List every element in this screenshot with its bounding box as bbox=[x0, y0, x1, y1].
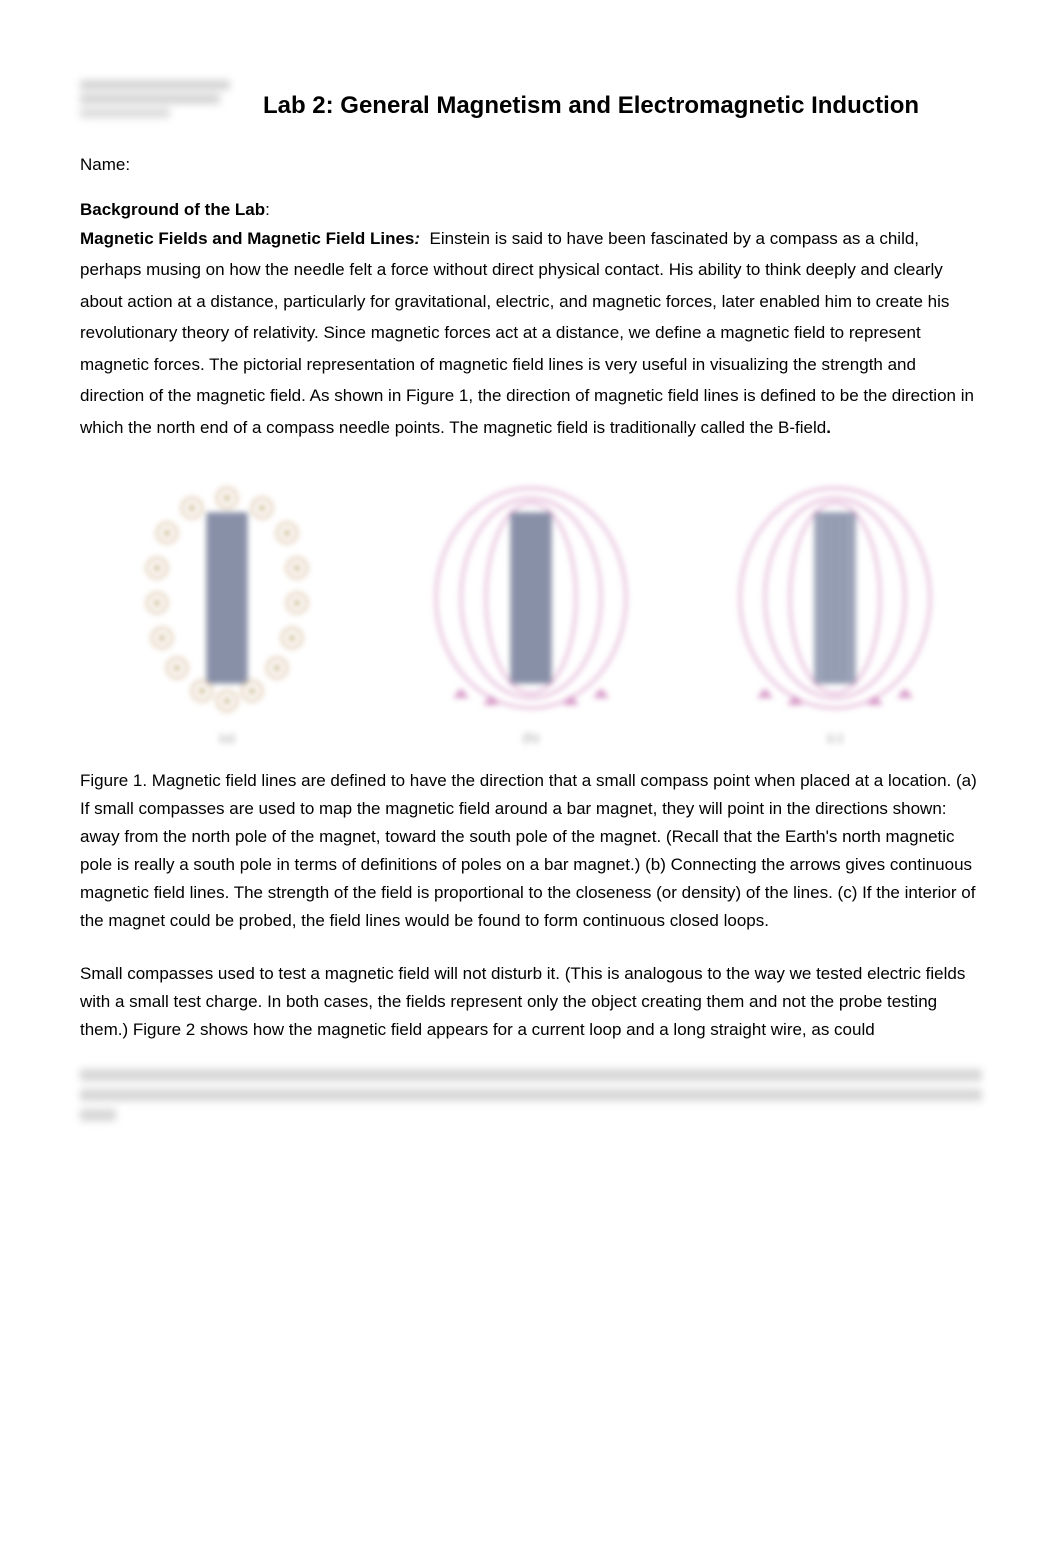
subheading-text: Magnetic Fields and Magnetic Field Lines bbox=[80, 229, 414, 248]
paragraph-2: Small compasses used to test a magnetic … bbox=[80, 960, 982, 1044]
figure-1c-svg bbox=[688, 473, 982, 723]
header-area: Lab 2: General Magnetism and Electromagn… bbox=[80, 80, 982, 120]
figure-1c-label: (c) bbox=[827, 731, 843, 747]
name-field-label: Name: bbox=[80, 155, 982, 175]
figure-1-caption: Figure 1. Magnetic field lines are defin… bbox=[80, 767, 982, 935]
paragraph-1-body: Einstein is said to have been fascinated… bbox=[80, 229, 974, 437]
blurred-continuation bbox=[80, 1069, 982, 1121]
background-heading-text: Background of the Lab bbox=[80, 200, 265, 219]
figure-1a: (a) bbox=[80, 473, 374, 747]
paragraph-1: Magnetic Fields and Magnetic Field Lines… bbox=[80, 223, 982, 443]
figure-1b-svg bbox=[384, 473, 678, 723]
background-heading: Background of the Lab: bbox=[80, 200, 982, 220]
figure-1a-label: (a) bbox=[219, 731, 235, 747]
figure-1a-svg bbox=[80, 473, 374, 723]
document-title: Lab 2: General Magnetism and Electromagn… bbox=[240, 92, 942, 120]
subheading-colon: : bbox=[414, 229, 420, 248]
figure-1b-label: (b) bbox=[523, 731, 539, 747]
background-heading-colon: : bbox=[265, 200, 270, 219]
paragraph-1-end: . bbox=[826, 418, 831, 437]
blurred-header-block bbox=[80, 80, 260, 118]
figure-1-row: (a) (b) bbox=[80, 473, 982, 747]
figure-1c: (c) bbox=[688, 473, 982, 747]
figure-1b: (b) bbox=[384, 473, 678, 747]
